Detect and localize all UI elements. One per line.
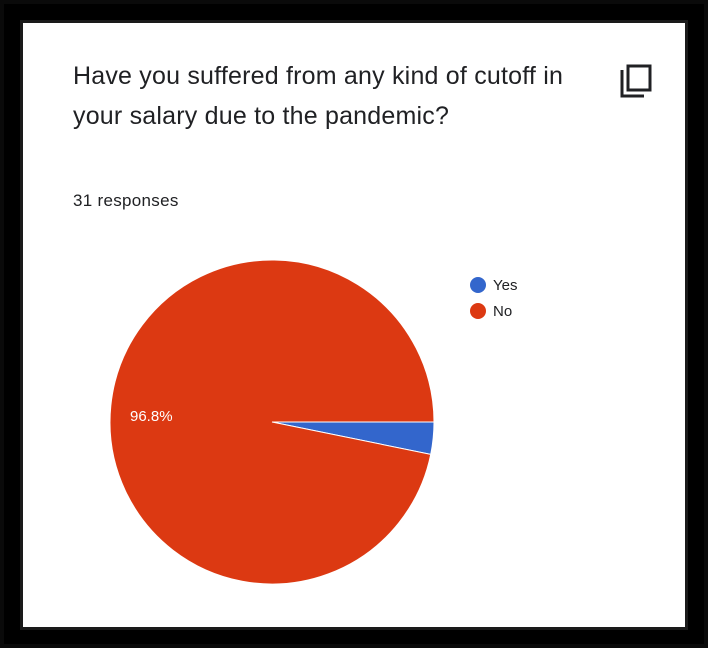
slice-label-no: 96.8% [130,408,173,425]
legend-label-no: No [493,302,513,320]
legend-label-yes: Yes [493,276,518,294]
legend-swatch-yes [470,277,486,293]
response-summary-card: Have you suffered from any kind of cutof… [26,26,682,624]
legend-item-yes[interactable]: Yes [470,272,517,298]
pie-slice-no[interactable] [109,259,435,585]
question-title: Have you suffered from any kind of cutof… [73,62,564,130]
legend-item-no[interactable]: No [470,298,517,324]
responses-count: 31 responses [73,191,179,210]
pie-chart: 96.8% [109,259,435,585]
chart-legend: Yes No [470,272,517,324]
copy-icon-graphic [620,64,652,98]
legend-swatch-no [470,303,486,319]
copy-icon[interactable] [618,64,654,100]
